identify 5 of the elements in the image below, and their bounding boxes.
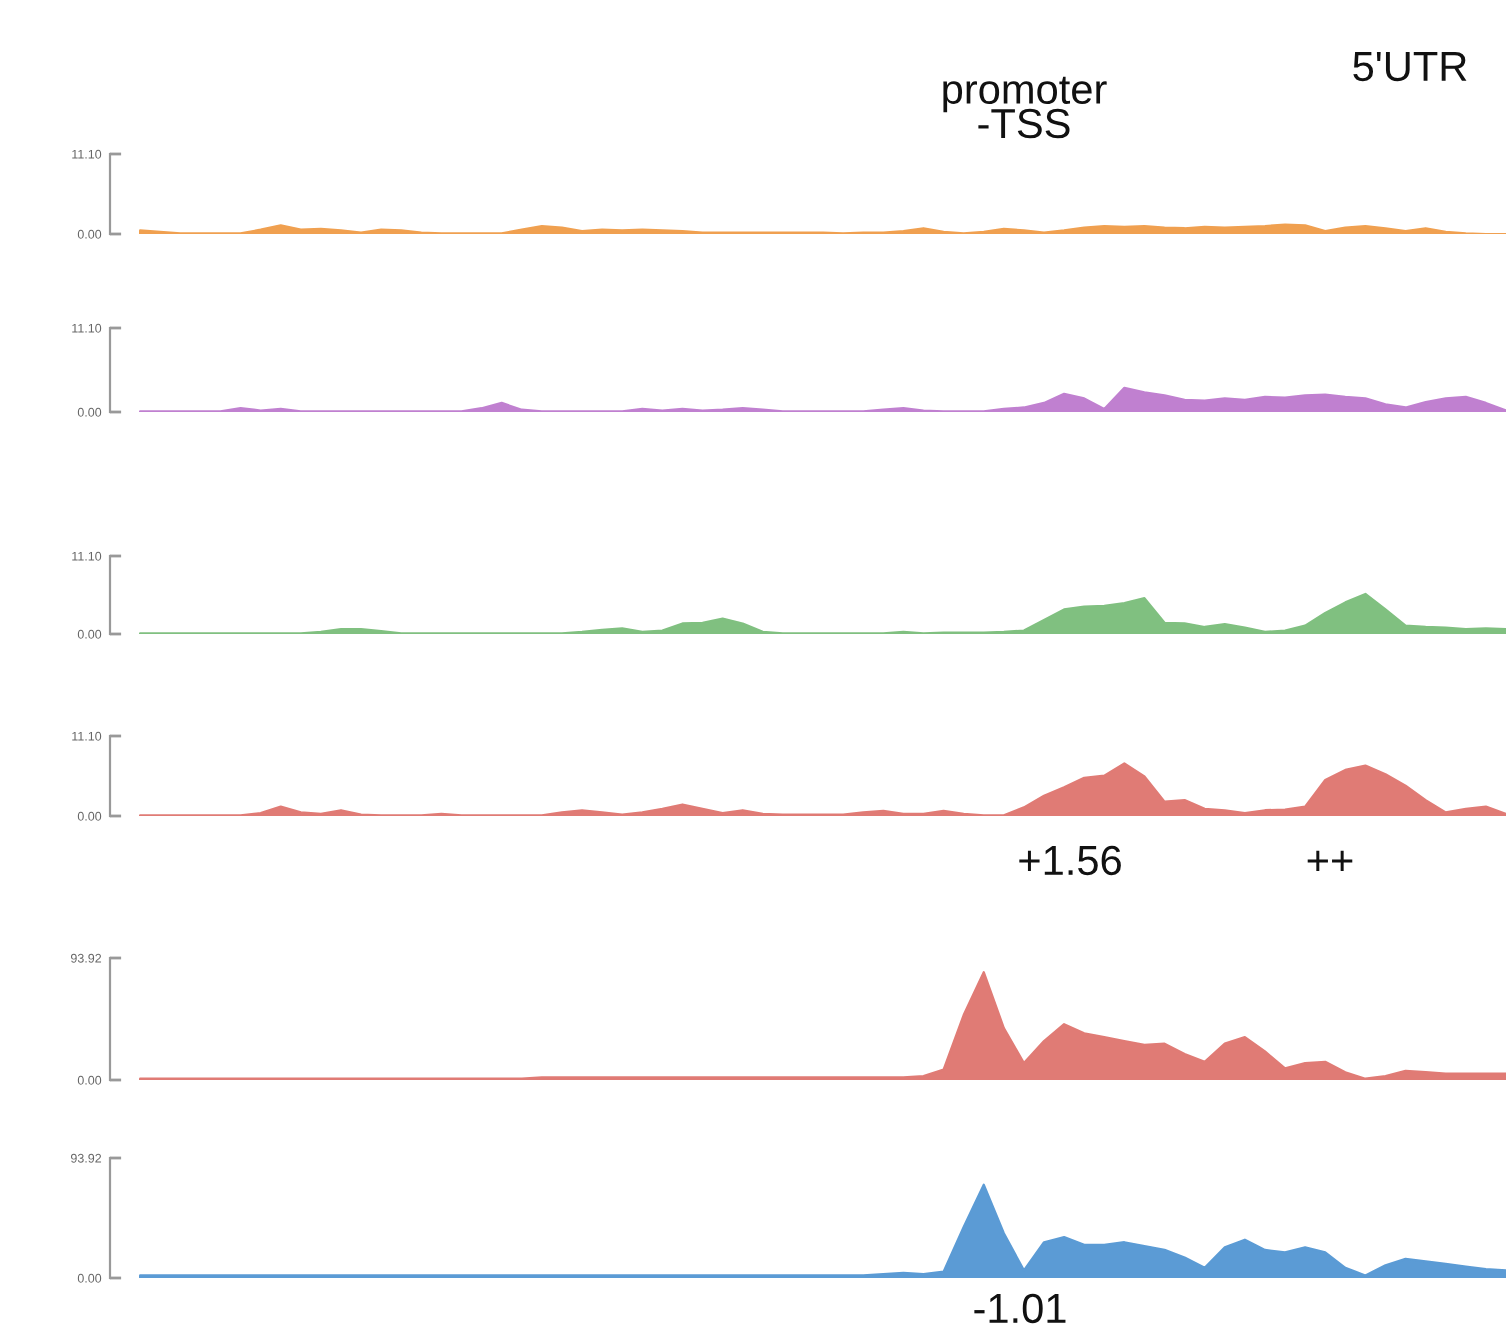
text: ++ [1307,850,1353,872]
text: 5'UTR [1353,52,1467,82]
text: +1.56 [1019,845,1121,876]
text: promoter -TSS [943,76,1107,139]
text: -1.01 [974,1293,1066,1324]
